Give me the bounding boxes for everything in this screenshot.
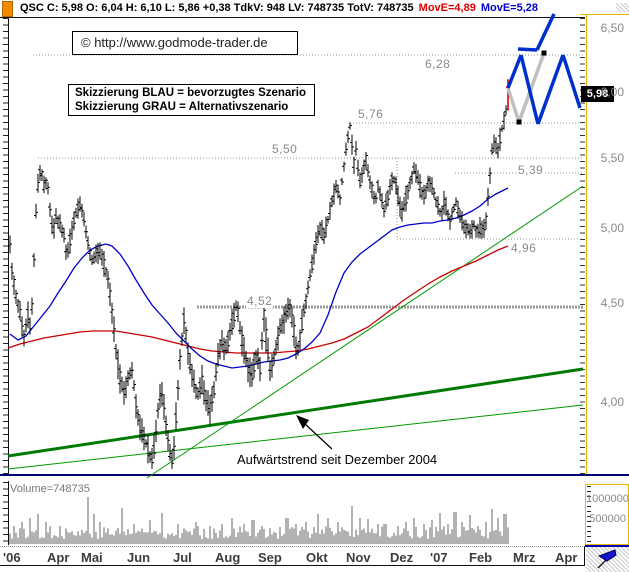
scenario-blue-segment[interactable]	[519, 54, 540, 125]
current-price-tag[interactable]: 5,98	[581, 86, 614, 102]
scenario-legend-line2: Skizzierung GRAU = Alternativszenario	[75, 101, 289, 113]
scenario-legend-line1: Skizzierung BLAU = bevorzugtes Szenario	[75, 87, 307, 99]
scenario-blue-segment[interactable]	[561, 54, 582, 109]
trendlines	[7, 185, 584, 479]
volume-axis-ticks	[587, 486, 591, 543]
volume-left-ticks	[3, 482, 8, 544]
month-label-Apr[interactable]: Apr	[555, 550, 578, 565]
month-label-Apr[interactable]: Apr	[47, 550, 70, 565]
trendline-channel-low[interactable]	[7, 404, 584, 470]
month-label-06[interactable]: '06	[3, 550, 21, 565]
month-label-Mai[interactable]: Mai	[81, 550, 103, 565]
level-label-5,39: 5,39	[517, 163, 545, 177]
price-axis-label-6,00: 6,00	[600, 85, 624, 99]
trendline-steep-uptrend[interactable]	[146, 185, 584, 479]
month-label-Dez[interactable]: Dez	[390, 550, 414, 565]
price-axis-label-5,00: 5,00	[600, 221, 624, 235]
month-label-07[interactable]: '07	[430, 550, 448, 565]
scenario-legend-box: Skizzierung BLAU = bevorzugtes Szenario …	[68, 84, 315, 116]
price-axis-label-4,00: 4,00	[600, 395, 624, 409]
flag-logo-icon[interactable]	[586, 547, 629, 572]
trend-annotation: Aufwärtstrend seit Dezember 2004	[237, 452, 438, 467]
price-axis-line[interactable]	[586, 14, 587, 474]
mov-red-value: MovE=4,89	[418, 2, 476, 14]
ma-line-MovE=5,28[interactable]	[9, 187, 509, 369]
scenario-blue-sketch	[506, 13, 582, 125]
level-label-4,96: 4,96	[510, 241, 538, 255]
price-axis-label-6,50: 6,50	[600, 21, 624, 35]
scenario-gray-segment[interactable]	[517, 52, 546, 123]
info-bar: QSC C: 5,98 O: 6,04 H: 6,10 L: 5,86 +0,3…	[0, 0, 629, 17]
scenario-gray-segment[interactable]	[506, 87, 521, 123]
price-axis-label-5,50: 5,50	[600, 151, 624, 165]
quote-ohlc-text: QSC C: 5,98 O: 6,04 H: 6,10 L: 5,86 +0,3…	[20, 2, 414, 14]
sketch-handle[interactable]	[516, 119, 522, 125]
chart-top-border	[580, 14, 629, 15]
volume-title: Volume=748735	[10, 483, 90, 495]
level-label-4,52: 4,52	[246, 294, 274, 308]
sketch-handle[interactable]	[541, 50, 547, 56]
volume-axis-box	[585, 484, 629, 545]
watermark-text: © http://www.godmode-trader.de	[81, 35, 268, 50]
volume-axis-label-500000: 500000	[589, 513, 626, 525]
month-label-Feb[interactable]: Feb	[469, 550, 493, 565]
volume-bottom-border	[585, 545, 629, 547]
chart-bottom-border	[0, 474, 629, 476]
left-axis-ticks	[3, 18, 8, 475]
app-icon	[2, 1, 13, 17]
quote-line: QSC C: 5,98 O: 6,04 H: 6,10 L: 5,86 +0,3…	[20, 2, 538, 14]
scenario-blue-segment[interactable]	[517, 47, 538, 52]
info-bar-divider	[0, 17, 585, 18]
month-label-Okt[interactable]: Okt	[306, 550, 328, 565]
month-label-Aug[interactable]: Aug	[215, 550, 241, 565]
price-axis-label-4,50: 4,50	[600, 296, 624, 310]
volume-bars	[9, 497, 509, 544]
annotation-arrow	[296, 415, 333, 450]
ma-line-MovE=4,89[interactable]	[7, 245, 509, 354]
trendline-aufwaertstrend-dez-2004[interactable]	[7, 367, 584, 458]
scenario-gray-sketch	[506, 50, 547, 125]
level-label-6,28: 6,28	[424, 57, 452, 71]
price-axis-ticks	[580, 18, 585, 474]
left-axis-line	[8, 18, 9, 476]
bottom-right-corner	[586, 547, 629, 572]
level-label-5,76: 5,76	[357, 107, 385, 121]
candlestick-series	[8, 105, 508, 469]
month-label-Mrz[interactable]: Mrz	[513, 550, 536, 565]
month-label-Nov[interactable]: Nov	[346, 550, 371, 565]
scenario-blue-segment[interactable]	[506, 54, 523, 89]
scenario-blue-segment[interactable]	[535, 13, 556, 51]
volume-axis-label-1000000: 1000000	[586, 493, 629, 505]
level-label-5,50: 5,50	[271, 142, 299, 156]
window-resize-corner	[616, 3, 629, 12]
volume-left-border	[8, 481, 9, 545]
candlesticks	[8, 105, 508, 469]
watermark-box: © http://www.godmode-trader.de	[72, 31, 298, 55]
month-label-Jun[interactable]: Jun	[127, 550, 151, 565]
scenario-blue-segment[interactable]	[536, 54, 565, 125]
volume-bar-series	[9, 497, 509, 544]
mov-blue-value: MovE=5,28	[480, 2, 538, 14]
month-label-Sep[interactable]: Sep	[258, 550, 282, 565]
moving-averages	[7, 187, 509, 369]
arrow-line	[303, 422, 333, 450]
month-label-Jul[interactable]: Jul	[173, 550, 192, 565]
arrow-head	[296, 415, 309, 429]
time-axis-strip[interactable]	[0, 546, 585, 566]
